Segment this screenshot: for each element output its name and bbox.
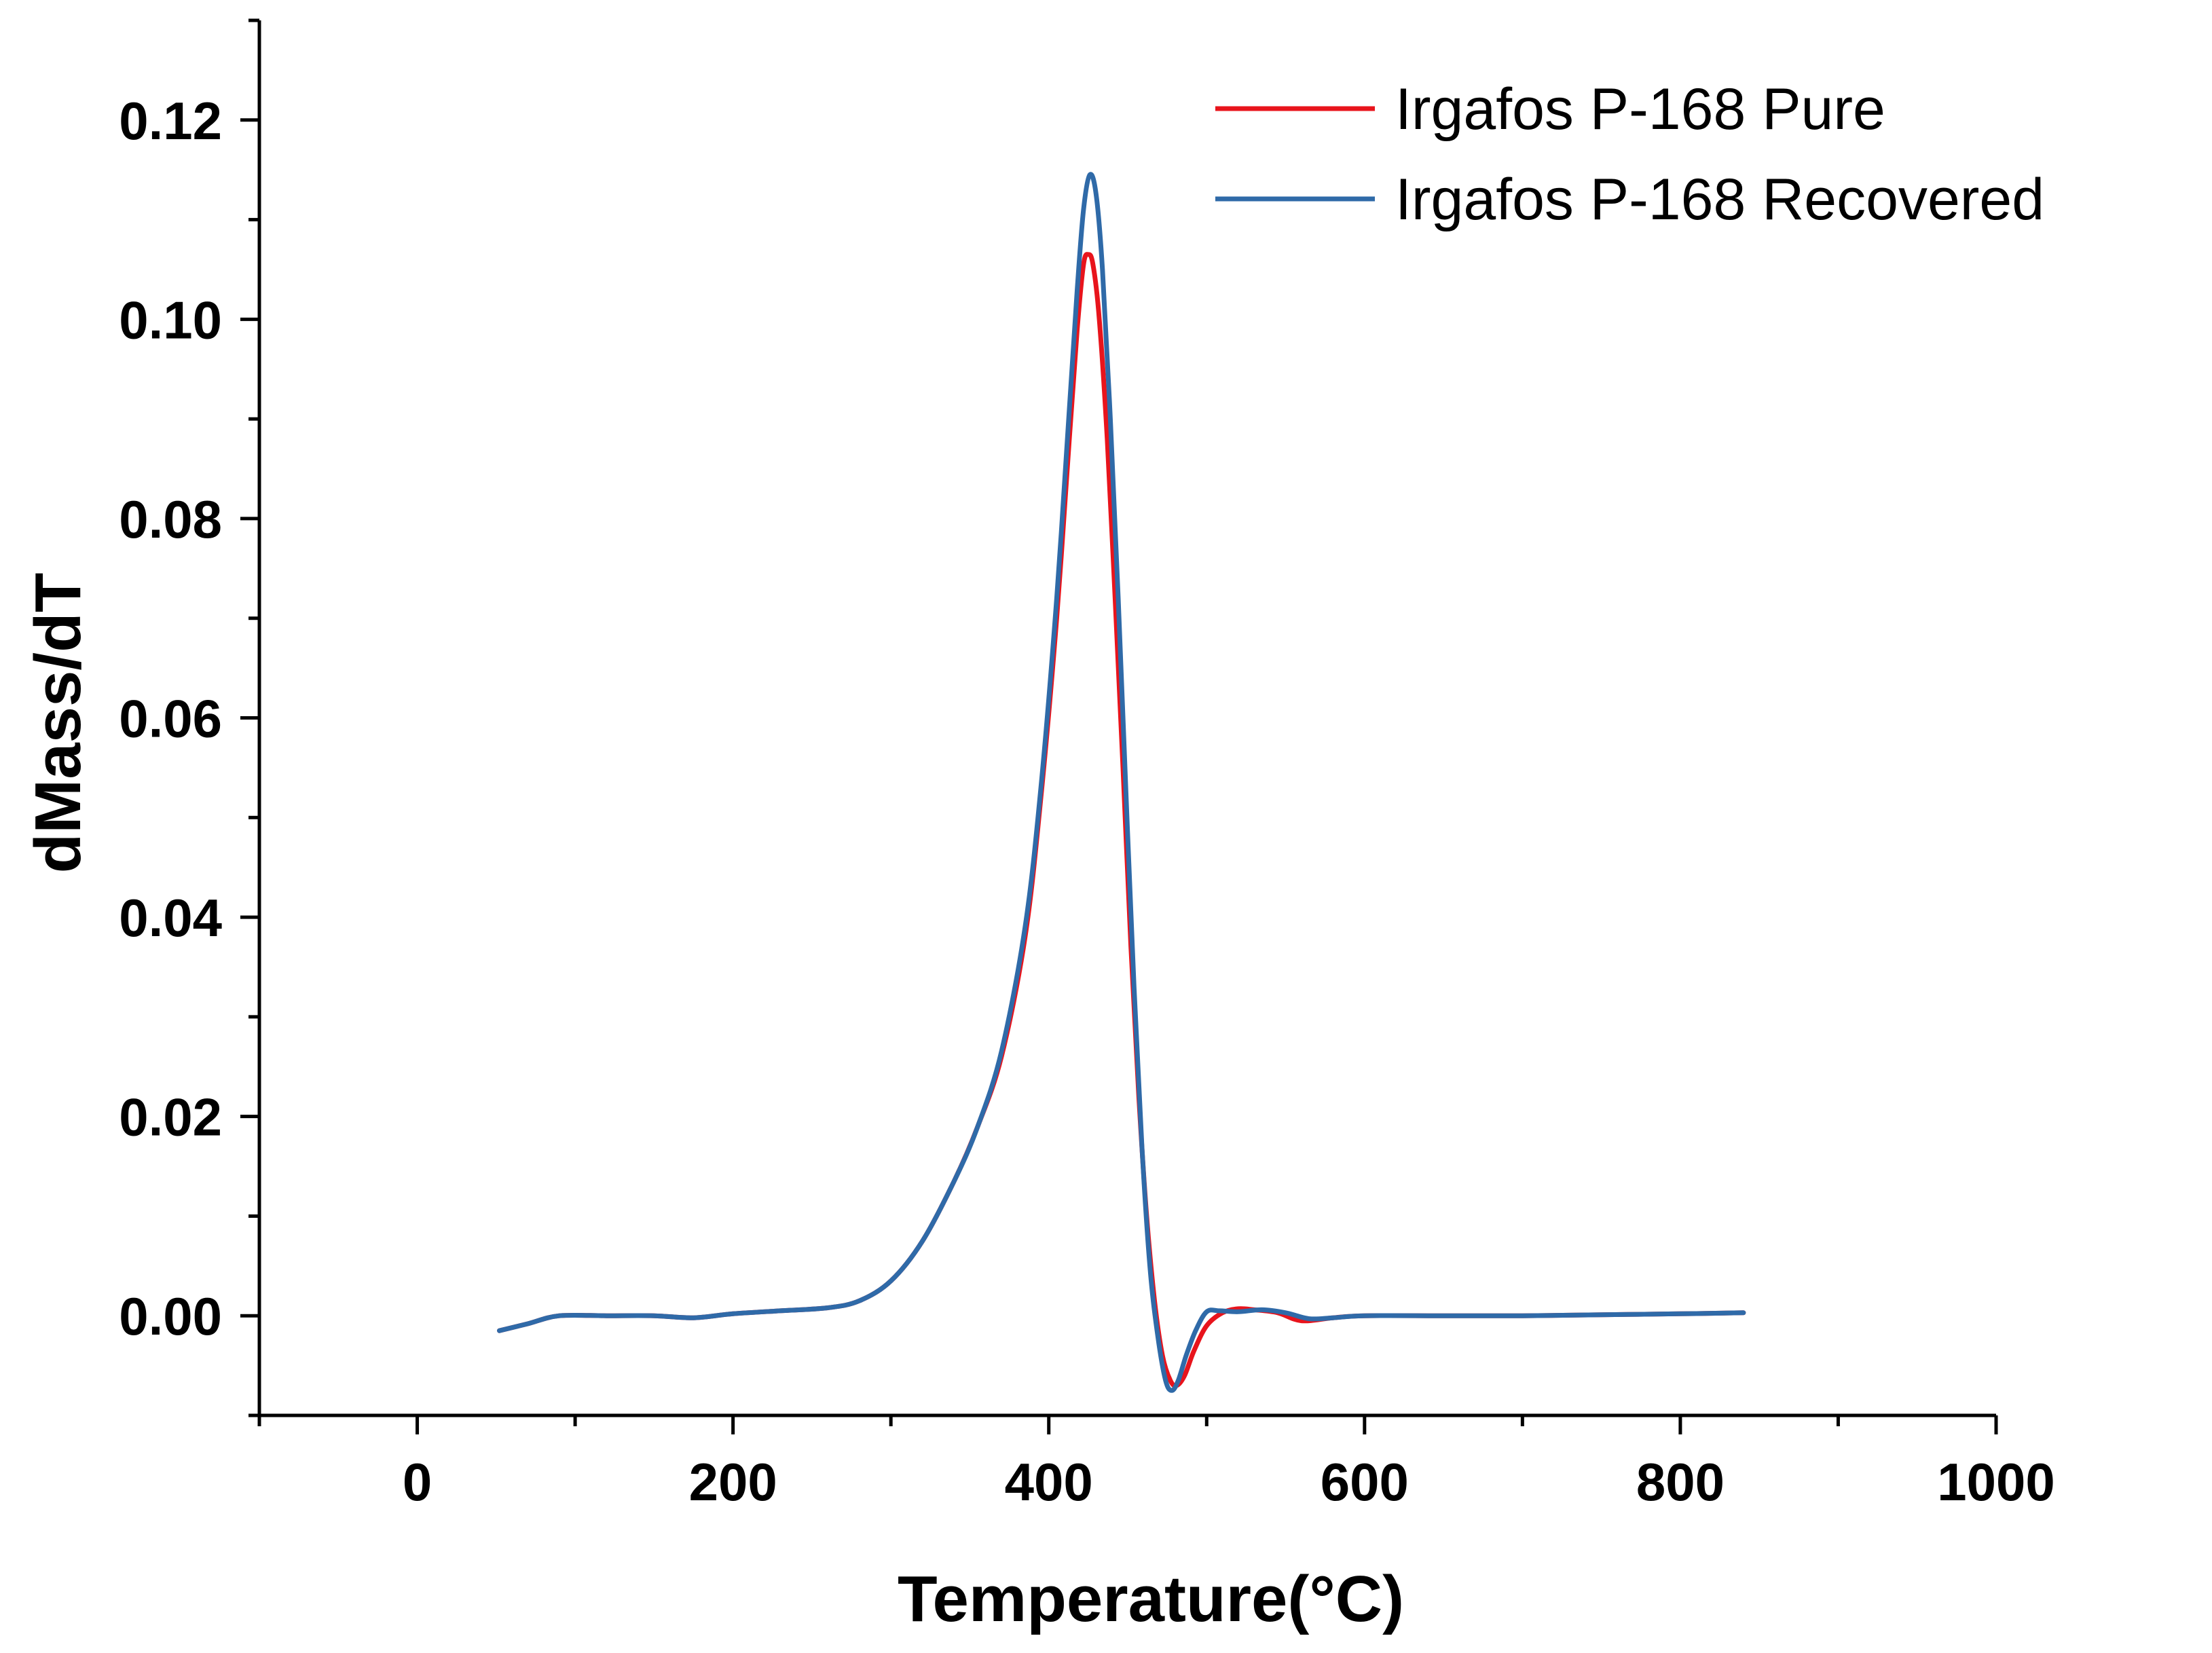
x-tick-label: 400 [1005, 1452, 1093, 1512]
y-tick-label: 0.06 [119, 689, 222, 749]
legend-label-pure: Irgafos P-168 Pure [1395, 77, 1885, 142]
x-axis-title: Temperature(°C) [898, 1563, 1404, 1635]
series-line-pure [497, 252, 1746, 1388]
y-tick-label: 0.12 [119, 91, 222, 151]
y-tick-label: 0.02 [119, 1088, 222, 1147]
y-axis-title: dMass/dT [22, 573, 94, 874]
x-ticks: 0 200 400 600 800 1000 [257, 1415, 2055, 1512]
x-tick-label: 0 [403, 1452, 432, 1512]
legend: Irgafos P-168 Pure Irgafos P-168 Recover… [1215, 77, 2044, 232]
x-tick-label: 200 [689, 1452, 777, 1512]
y-ticks: 0.00 0.02 0.04 0.06 0.08 0.10 0.12 [119, 18, 259, 1417]
x-tick-label: 1000 [1937, 1452, 2055, 1512]
series-line-recovered [497, 172, 1746, 1393]
x-tick-label: 800 [1636, 1452, 1725, 1512]
legend-label-recovered: Irgafos P-168 Recovered [1395, 167, 2044, 232]
x-tick-label: 600 [1321, 1452, 1409, 1512]
y-tick-label: 0.08 [119, 489, 222, 549]
y-tick-label: 0.04 [119, 888, 222, 948]
y-tick-label: 0.00 [119, 1286, 222, 1346]
series-layer [497, 172, 1746, 1393]
y-tick-label: 0.10 [119, 290, 222, 350]
